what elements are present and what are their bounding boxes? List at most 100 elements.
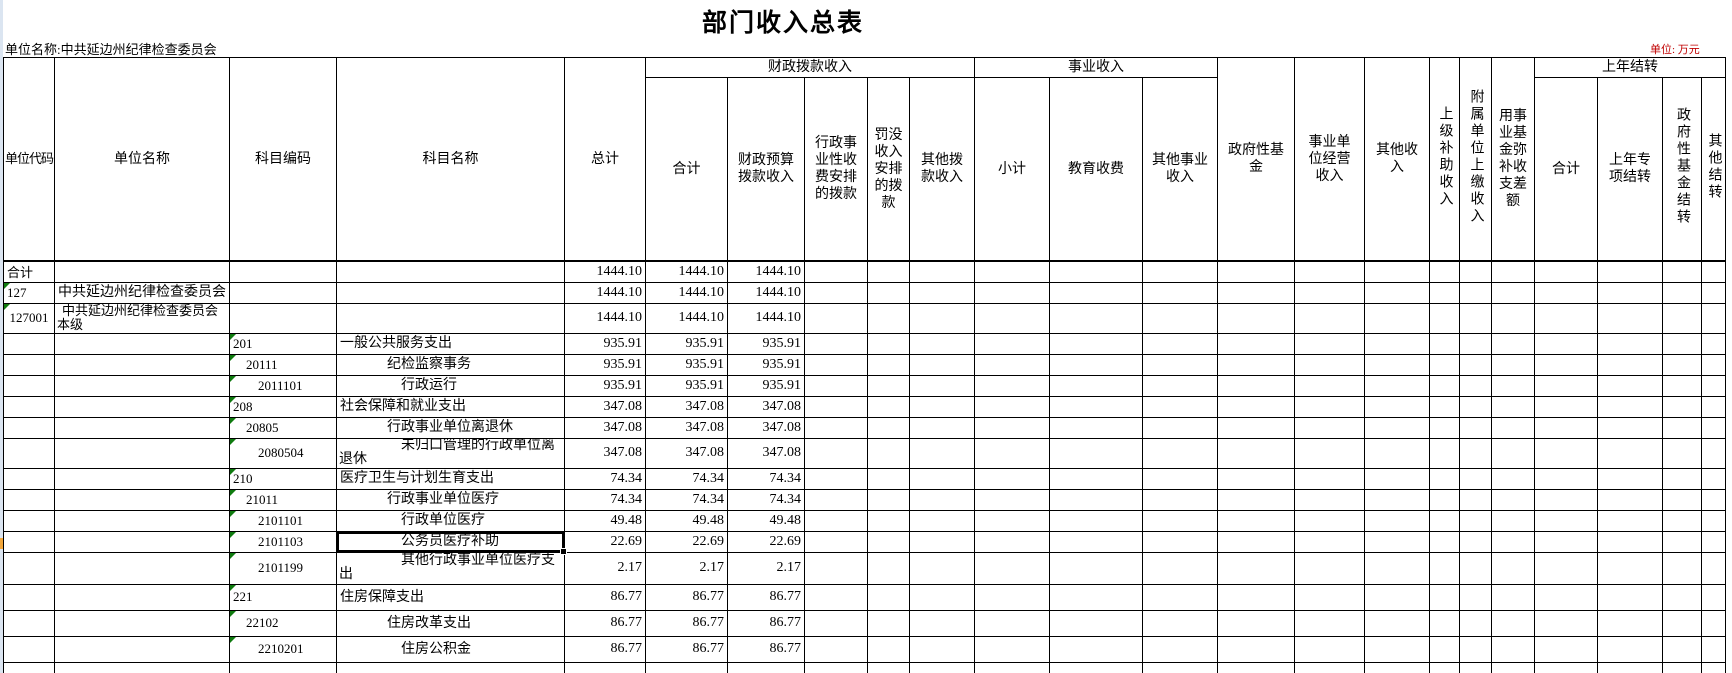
total-cell[interactable]: 74.34 [564, 488, 646, 511]
empty-cell[interactable] [1701, 661, 1726, 673]
empty-cell[interactable] [1217, 302, 1295, 334]
total-cell[interactable]: 1444.10 [564, 260, 646, 283]
empty-cell[interactable] [1217, 416, 1295, 439]
unit-code-cell[interactable] [3, 332, 55, 355]
fiscal-total-cell[interactable]: 347.08 [645, 395, 728, 418]
empty-cell[interactable] [1662, 353, 1702, 376]
empty-cell[interactable] [1701, 609, 1726, 637]
empty-cell[interactable] [1217, 395, 1295, 418]
empty-cell[interactable] [1364, 416, 1430, 439]
empty-cell[interactable] [1049, 467, 1143, 490]
empty-cell[interactable] [1429, 332, 1460, 355]
col-header-affiliate-remitted-income[interactable]: 附属单位上缴收入 [1459, 57, 1492, 262]
empty-cell[interactable] [1701, 635, 1726, 663]
total-cell[interactable]: 347.08 [564, 437, 646, 469]
empty-cell[interactable] [1364, 437, 1430, 469]
unit-name-cell[interactable] [54, 416, 230, 439]
empty-cell[interactable] [1459, 609, 1492, 637]
empty-cell[interactable] [974, 530, 1050, 553]
empty-cell[interactable] [1701, 551, 1726, 585]
empty-cell[interactable] [1701, 416, 1726, 439]
empty-cell[interactable] [1142, 530, 1218, 553]
unit-code-cell[interactable] [3, 416, 55, 439]
empty-cell[interactable] [1217, 260, 1295, 283]
empty-cell[interactable] [1534, 395, 1598, 418]
empty-cell[interactable] [1294, 374, 1365, 397]
subject-name-cell[interactable]: 其他行政事业单位医疗支出 [336, 551, 565, 585]
empty-cell[interactable] [867, 661, 910, 673]
subject-name-cell[interactable]: 行政单位医疗 [336, 509, 565, 532]
empty-cell[interactable] [1429, 281, 1460, 304]
empty-cell[interactable] [804, 509, 868, 532]
empty-cell[interactable] [974, 260, 1050, 283]
subject-code-cell[interactable]: 2101103 [229, 530, 337, 553]
empty-cell[interactable] [867, 416, 910, 439]
subject-name-cell[interactable] [336, 661, 565, 673]
subject-code-cell[interactable] [229, 661, 337, 673]
empty-cell[interactable] [804, 395, 868, 418]
empty-cell[interactable] [1491, 530, 1535, 553]
empty-cell[interactable] [1294, 509, 1365, 532]
col-header-business-fund-offset[interactable]: 用事业基金弥补收支差额 [1491, 57, 1535, 262]
empty-cell[interactable] [1049, 551, 1143, 585]
empty-cell[interactable] [1491, 661, 1535, 673]
empty-cell[interactable] [974, 551, 1050, 585]
empty-cell[interactable] [1701, 260, 1726, 283]
col-header-other-appropriation[interactable]: 其他拨款收入 [909, 77, 975, 262]
fiscal-budget-cell[interactable]: 22.69 [727, 530, 805, 553]
unit-name-cell[interactable] [54, 488, 230, 511]
col-header-unit-name[interactable]: 单位名称 [54, 57, 230, 262]
empty-cell[interactable] [974, 437, 1050, 469]
empty-cell[interactable] [974, 281, 1050, 304]
empty-cell[interactable] [1534, 437, 1598, 469]
empty-cell[interactable] [1662, 395, 1702, 418]
empty-cell[interactable] [1217, 635, 1295, 663]
empty-cell[interactable] [867, 332, 910, 355]
subject-code-cell[interactable]: 2101101 [229, 509, 337, 532]
empty-cell[interactable] [804, 467, 868, 490]
empty-cell[interactable] [1217, 488, 1295, 511]
col-header-business-operating-income[interactable]: 事业单位经营收入 [1294, 57, 1365, 262]
empty-cell[interactable] [1364, 260, 1430, 283]
total-cell[interactable] [564, 661, 646, 673]
fiscal-budget-cell[interactable]: 935.91 [727, 374, 805, 397]
empty-cell[interactable] [1364, 661, 1430, 673]
empty-cell[interactable] [804, 583, 868, 611]
empty-cell[interactable] [1701, 302, 1726, 334]
empty-cell[interactable] [1459, 661, 1492, 673]
empty-cell[interactable] [1049, 260, 1143, 283]
empty-cell[interactable] [804, 488, 868, 511]
empty-cell[interactable] [1701, 509, 1726, 532]
empty-cell[interactable] [909, 488, 975, 511]
empty-cell[interactable] [1491, 416, 1535, 439]
total-cell[interactable]: 86.77 [564, 609, 646, 637]
empty-cell[interactable] [1662, 302, 1702, 334]
fiscal-total-cell[interactable]: 1444.10 [645, 281, 728, 304]
empty-cell[interactable] [1049, 661, 1143, 673]
empty-cell[interactable] [1459, 281, 1492, 304]
empty-cell[interactable] [804, 332, 868, 355]
empty-cell[interactable] [909, 583, 975, 611]
empty-cell[interactable] [974, 332, 1050, 355]
empty-cell[interactable] [1429, 302, 1460, 334]
unit-code-cell[interactable]: 127001 [3, 302, 55, 334]
empty-cell[interactable] [1217, 437, 1295, 469]
empty-cell[interactable] [1429, 395, 1460, 418]
unit-name-cell[interactable] [54, 467, 230, 490]
empty-cell[interactable] [1429, 551, 1460, 585]
unit-code-cell[interactable] [3, 530, 55, 553]
empty-cell[interactable] [1597, 583, 1663, 611]
group-header-fiscal-appropriation-income[interactable]: 财政拨款收入 [645, 57, 975, 78]
empty-cell[interactable] [1491, 467, 1535, 490]
empty-cell[interactable] [1142, 661, 1218, 673]
subject-code-cell[interactable] [229, 302, 337, 334]
empty-cell[interactable] [1534, 609, 1598, 637]
empty-cell[interactable] [1597, 609, 1663, 637]
empty-cell[interactable] [1364, 488, 1430, 511]
fiscal-budget-cell[interactable]: 1444.10 [727, 281, 805, 304]
fiscal-budget-cell[interactable]: 86.77 [727, 583, 805, 611]
empty-cell[interactable] [1534, 583, 1598, 611]
empty-cell[interactable] [1701, 437, 1726, 469]
empty-cell[interactable] [1049, 353, 1143, 376]
fiscal-total-cell[interactable]: 86.77 [645, 635, 728, 663]
